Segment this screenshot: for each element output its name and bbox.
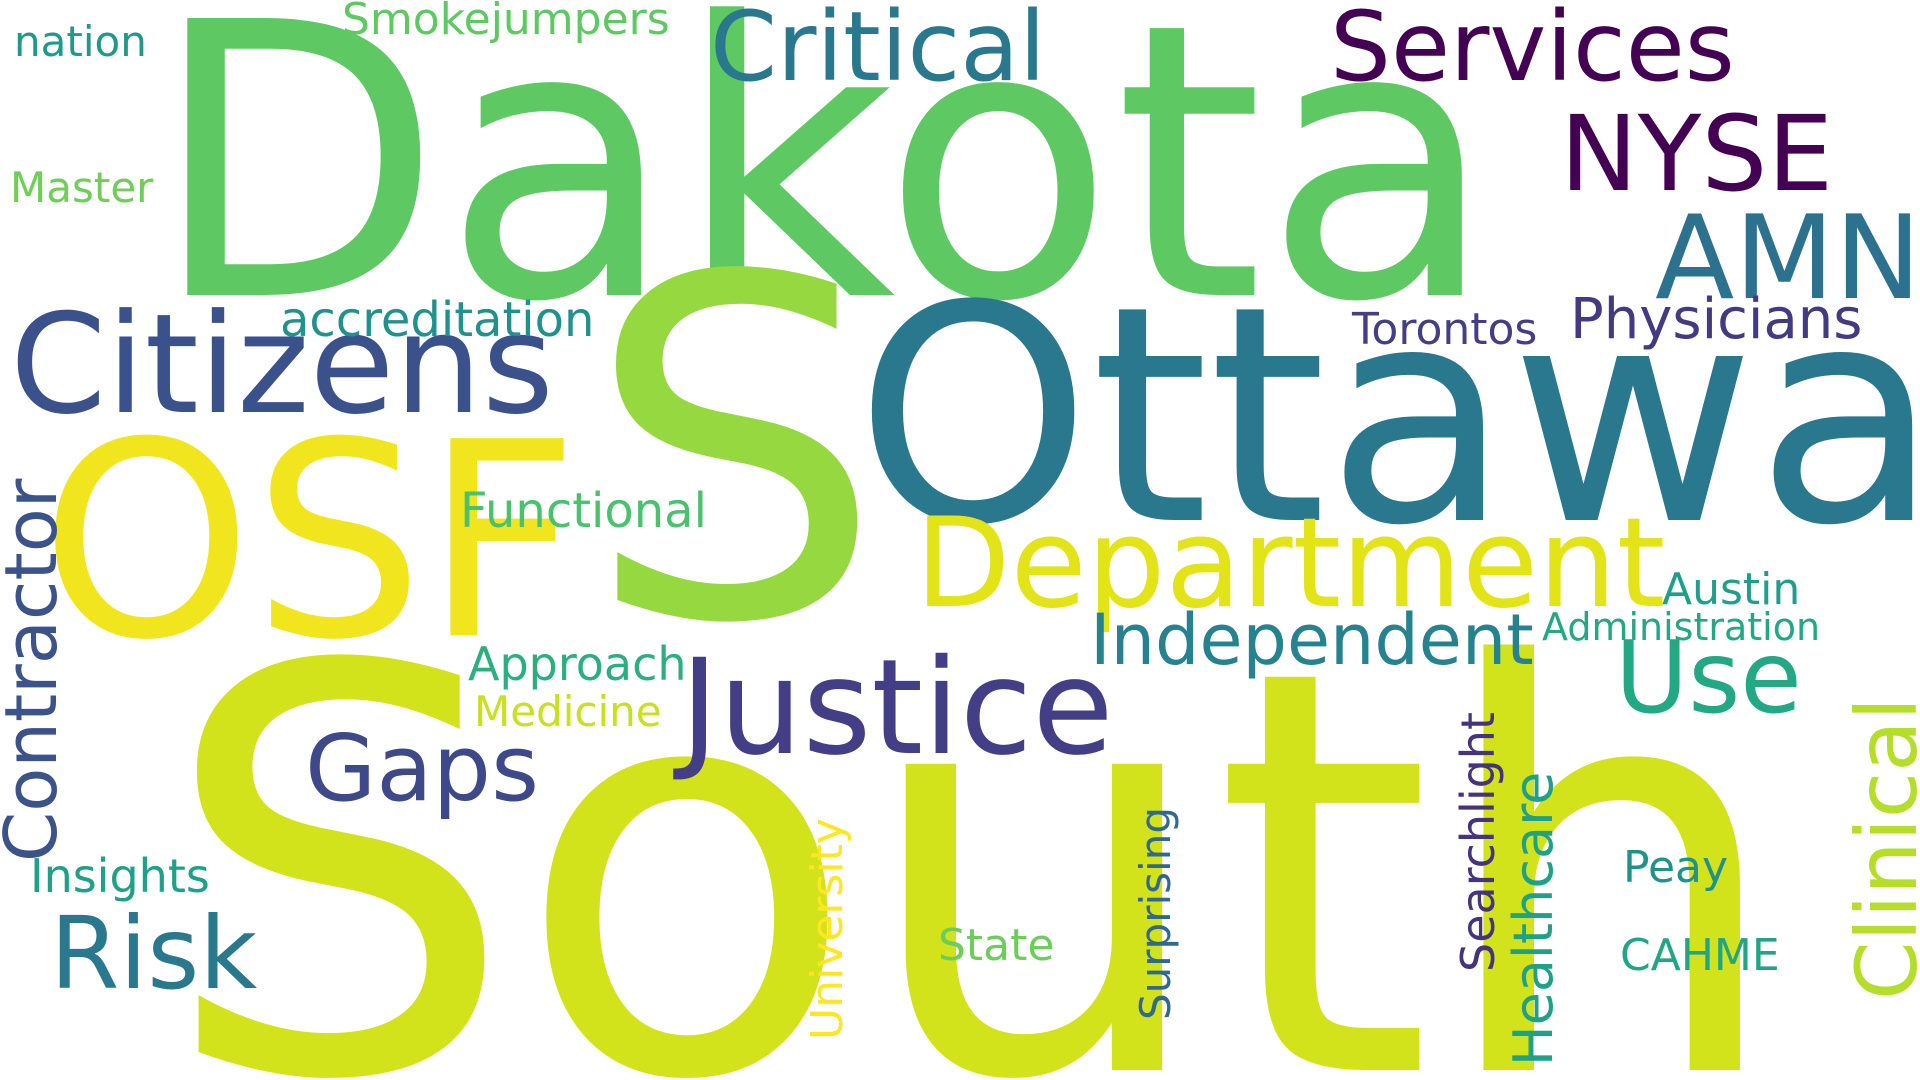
word-peay: Peay [1623,842,1728,893]
word-use: Use [1615,619,1802,736]
word-accreditation: accreditation [280,292,594,348]
word-austin: Austin [1662,564,1800,615]
word-cahme: CAHME [1620,930,1780,981]
word-ottawa: Ottawa [855,242,1920,591]
word-torontos: Torontos [1351,304,1537,355]
word-university: University [802,818,853,1040]
word-citizens: Citizens [10,284,554,445]
word-functional: Functional [460,483,707,539]
word-risk: Risk [50,895,257,1012]
word-clinical: Clinical [1838,697,1920,1000]
word-state: State [938,920,1054,971]
word-services: Services [1330,0,1735,103]
word-insights: Insights [30,849,210,903]
word-smokejumpers: Smokejumpers [342,0,670,45]
word-s: S [585,179,883,726]
word-amn: AMN [1655,191,1920,326]
word-contractor: Contractor [0,478,73,862]
word-administration: Administration [1542,605,1820,649]
word-healthcare: Healthcare [1502,772,1565,1066]
word-approach: Approach [468,637,687,691]
word-medicine: Medicine [474,687,662,736]
word-nyse: NYSE [1560,93,1833,215]
word-gaps: Gaps [305,715,539,822]
word-department: Department [915,492,1665,636]
word-dakota: Dakota [150,0,1496,385]
word-critical: Critical [710,0,1046,103]
word-master: Master [10,163,154,212]
word-osf: OSF [40,384,579,699]
word-justice: Justice [673,631,1114,785]
word-surprising: Surprising [1131,807,1180,1020]
word-physicians: Physicians [1570,287,1862,352]
word-nation: nation [14,17,147,66]
word-independent: Independent [1090,599,1534,681]
word-south: South [160,551,1788,1080]
word-searchlight: Searchlight [1451,712,1505,972]
